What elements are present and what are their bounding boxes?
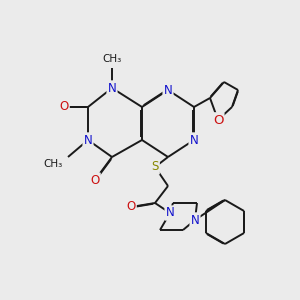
Text: O: O bbox=[126, 200, 136, 214]
Text: O: O bbox=[90, 173, 100, 187]
Text: N: N bbox=[190, 214, 200, 226]
Text: N: N bbox=[84, 134, 92, 146]
Text: N: N bbox=[164, 83, 172, 97]
Text: N: N bbox=[166, 206, 174, 220]
Text: O: O bbox=[59, 100, 69, 113]
Text: S: S bbox=[151, 160, 159, 173]
Text: O: O bbox=[213, 113, 223, 127]
Text: N: N bbox=[108, 82, 116, 94]
Text: N: N bbox=[190, 134, 198, 146]
Text: CH₃: CH₃ bbox=[44, 159, 63, 169]
Text: CH₃: CH₃ bbox=[102, 54, 122, 64]
